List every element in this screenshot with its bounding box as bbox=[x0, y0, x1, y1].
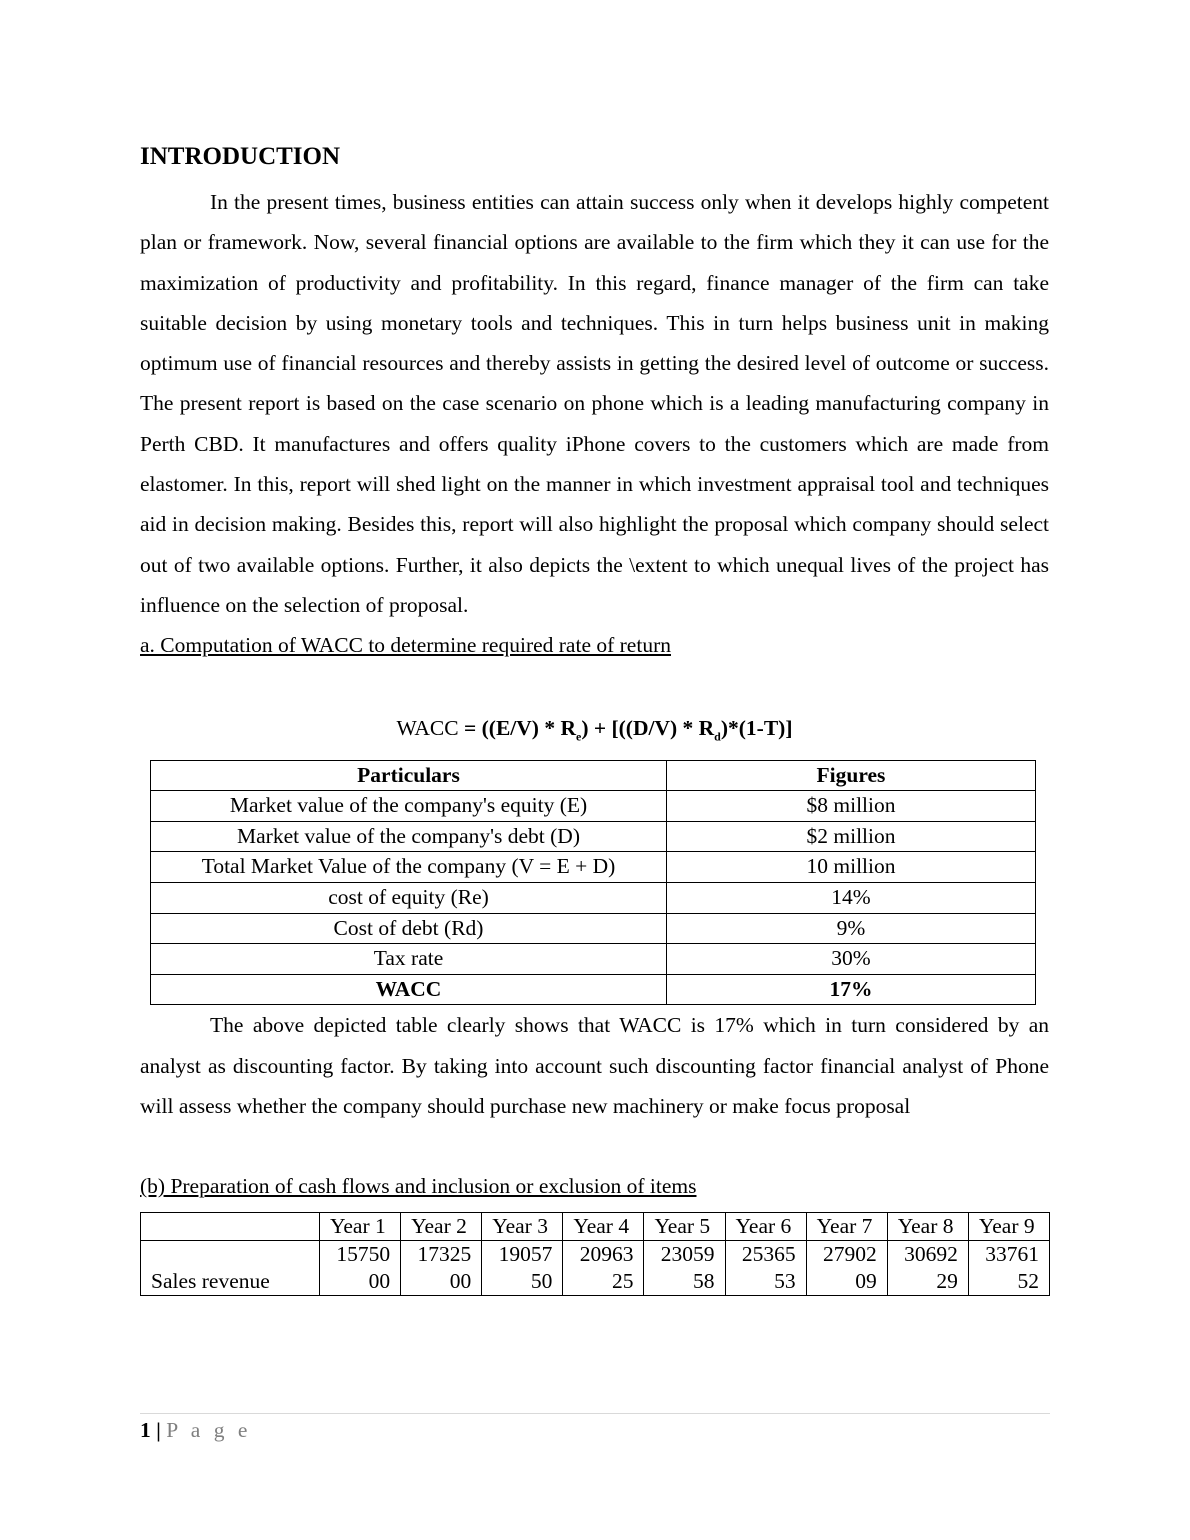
cell: 30% bbox=[666, 943, 1036, 975]
table-row: Market value of the company's debt (D) $2… bbox=[150, 820, 1036, 853]
year-header: Year 5 bbox=[643, 1212, 726, 1242]
cell: Cost of debt (Rd) bbox=[150, 912, 667, 945]
cell: 17% bbox=[666, 973, 1036, 1006]
formula-sub: e bbox=[575, 729, 582, 744]
wacc-paragraph: The above depicted table clearly shows t… bbox=[140, 1013, 1049, 1118]
table-row: Sales revenue 1575000 1732500 1905750 20… bbox=[140, 1240, 1051, 1297]
table-row: Cost of debt (Rd) 9% bbox=[150, 912, 1036, 945]
cell: 3376152 bbox=[967, 1240, 1051, 1297]
document-page: INTRODUCTION In the present times, busin… bbox=[140, 140, 1051, 1297]
section-b-heading: (b) Preparation of cash flows and inclus… bbox=[140, 1174, 697, 1199]
cell: 1905750 bbox=[481, 1240, 564, 1297]
formula-lhs: WACC bbox=[396, 716, 459, 741]
table-row: cost of equity (Re) 14% bbox=[150, 881, 1036, 914]
intro-paragraph: In the present times, business entities … bbox=[140, 190, 1049, 617]
formula-part: = ((E/V) * R bbox=[464, 716, 576, 741]
formula-part: )*(1-T)] bbox=[720, 716, 793, 741]
cell: $8 million bbox=[666, 790, 1036, 822]
cell: $2 million bbox=[666, 820, 1036, 853]
cell: WACC bbox=[150, 973, 667, 1006]
formula-sub: d bbox=[714, 729, 721, 744]
cell: Tax rate bbox=[150, 943, 667, 975]
cell: 2536553 bbox=[724, 1240, 807, 1297]
cell: 9% bbox=[666, 912, 1036, 945]
cell: Total Market Value of the company (V = E… bbox=[150, 851, 667, 883]
section-a-heading: a. Computation of WACC to determine requ… bbox=[140, 633, 671, 658]
cell: 3069229 bbox=[886, 1240, 969, 1297]
year-header: Year 3 bbox=[481, 1212, 564, 1242]
year-header: Year 7 bbox=[805, 1212, 888, 1242]
year-header: Year 4 bbox=[562, 1212, 645, 1242]
cell: 2790209 bbox=[805, 1240, 888, 1297]
year-header: Year 8 bbox=[886, 1212, 969, 1242]
cell: cost of equity (Re) bbox=[150, 881, 667, 914]
heading-introduction: INTRODUCTION bbox=[140, 143, 341, 170]
header-figures: Figures bbox=[666, 759, 1036, 792]
year-header: Year 9 bbox=[967, 1212, 1051, 1242]
formula-part: ) + [((D/V) * R bbox=[581, 716, 715, 741]
row-label: Sales revenue bbox=[140, 1240, 320, 1297]
table-row: Market value of the company's equity (E)… bbox=[150, 790, 1036, 822]
cell: Market value of the company's equity (E) bbox=[150, 790, 667, 822]
page-number: 1 bbox=[140, 1418, 151, 1442]
wacc-table: Particulars Figures Market value of the … bbox=[150, 759, 1036, 1006]
year-header: Year 6 bbox=[724, 1212, 807, 1242]
cell: 14% bbox=[666, 881, 1036, 914]
footer-separator: | bbox=[156, 1418, 161, 1442]
cell: 1732500 bbox=[400, 1240, 483, 1297]
header-particulars: Particulars bbox=[150, 759, 667, 792]
empty-cell bbox=[140, 1212, 320, 1242]
year-header: Year 1 bbox=[318, 1212, 402, 1242]
cash-flow-table: Year 1 Year 2 Year 3 Year 4 Year 5 Year … bbox=[140, 1212, 1051, 1297]
table-row: Tax rate 30% bbox=[150, 943, 1036, 975]
page-footer: 1 | P a g e bbox=[140, 1413, 1050, 1443]
cell: 10 million bbox=[666, 851, 1036, 883]
table-header-row: Particulars Figures bbox=[150, 759, 1036, 792]
cell: Market value of the company's debt (D) bbox=[150, 820, 667, 853]
table-header-row: Year 1 Year 2 Year 3 Year 4 Year 5 Year … bbox=[140, 1212, 1051, 1242]
cell: 2305958 bbox=[643, 1240, 726, 1297]
year-header: Year 2 bbox=[400, 1212, 483, 1242]
cell: 1575000 bbox=[318, 1240, 402, 1297]
page-label: P a g e bbox=[166, 1418, 252, 1442]
table-row-total: WACC 17% bbox=[150, 973, 1036, 1006]
cell: 2096325 bbox=[562, 1240, 645, 1297]
table-row: Total Market Value of the company (V = E… bbox=[150, 851, 1036, 883]
wacc-formula: WACC = ((E/V) * Re) + [((D/V) * Rd)*(1-T… bbox=[140, 705, 1049, 759]
